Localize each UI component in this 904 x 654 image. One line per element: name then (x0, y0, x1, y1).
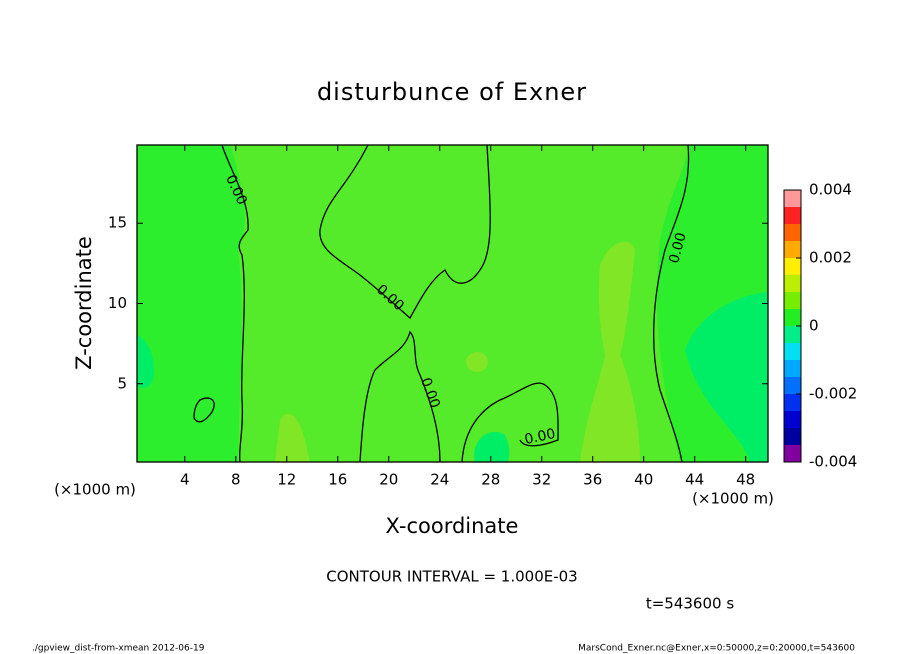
x-unit: (×1000 m) (54, 481, 136, 499)
x-tick-label: 4 (180, 471, 190, 489)
x-tick-label: 8 (231, 471, 241, 489)
colorbar-tick-label: -0.002 (809, 385, 857, 403)
x-tick-label: 48 (736, 471, 755, 489)
colorbar-bin (784, 309, 801, 326)
contour-line (193, 397, 215, 423)
footer-left: ./gpview_dist-from-xmean 2012-06-19 (32, 644, 205, 654)
contours (193, 144, 690, 463)
contour-interval: CONTOUR INTERVAL = 1.000E-03 (326, 568, 577, 586)
colorbar-bin (784, 445, 801, 462)
colorbar-bin (784, 275, 801, 292)
x-tick-label: 36 (583, 471, 602, 489)
colorbar-bin (784, 394, 801, 411)
field-region (230, 145, 689, 462)
colorbar-bin (784, 190, 801, 207)
y-axis-label: Z-coordinate (72, 236, 96, 370)
colorbar-bin (784, 326, 801, 343)
field-region (137, 335, 155, 389)
x-tick-label: 28 (481, 471, 500, 489)
colorbar-bin (784, 428, 801, 445)
x-tick-label: 24 (430, 471, 449, 489)
chart-title: disturbunce of Exner (317, 78, 587, 106)
contour-line (461, 382, 559, 463)
field-region (580, 241, 640, 462)
colorbar-bin (784, 411, 801, 428)
colorbar-bin (784, 292, 801, 309)
y-tick-label: 10 (108, 294, 127, 312)
y-unit: (×1000 m) (692, 490, 774, 508)
x-tick-label: 40 (634, 471, 653, 489)
time-label: t=543600 s (646, 595, 734, 613)
colorbar-bin (784, 360, 801, 377)
x-tick-label: 44 (685, 471, 704, 489)
colorbar-bin (784, 224, 801, 241)
y-tick-label: 5 (117, 374, 127, 392)
y-tick-label: 15 (108, 214, 127, 232)
colorbar-bin (784, 258, 801, 275)
colorbar-tick-label: 0.002 (809, 249, 852, 267)
field-region (275, 413, 310, 462)
colorbar-tick-label: -0.004 (809, 453, 857, 471)
x-tick-label: 16 (328, 471, 347, 489)
footer-right: MarsCond_Exner.nc@Exner,x=0:50000,z=0:20… (578, 644, 855, 654)
x-tick-label: 32 (532, 471, 551, 489)
colorbar-bin (784, 207, 801, 224)
x-tick-label: 20 (379, 471, 398, 489)
field-region (685, 292, 768, 462)
x-axis-label: X-coordinate (386, 514, 519, 538)
colorbar-tick-label: 0 (809, 317, 819, 335)
colorbar-bin (784, 241, 801, 258)
colorbar-bin (784, 377, 801, 394)
contour-line (359, 330, 441, 463)
x-tick-label: 12 (277, 471, 296, 489)
colorbar-bin (784, 343, 801, 360)
contour-line (221, 144, 249, 463)
contour-label: 0.00 (666, 231, 690, 265)
contour-line (653, 144, 690, 463)
field-region (474, 431, 510, 462)
colorbar-tick-label: 0.004 (809, 181, 852, 199)
contour-label: 0.00 (523, 426, 557, 448)
field-region (466, 352, 488, 372)
contour-line (319, 144, 491, 320)
